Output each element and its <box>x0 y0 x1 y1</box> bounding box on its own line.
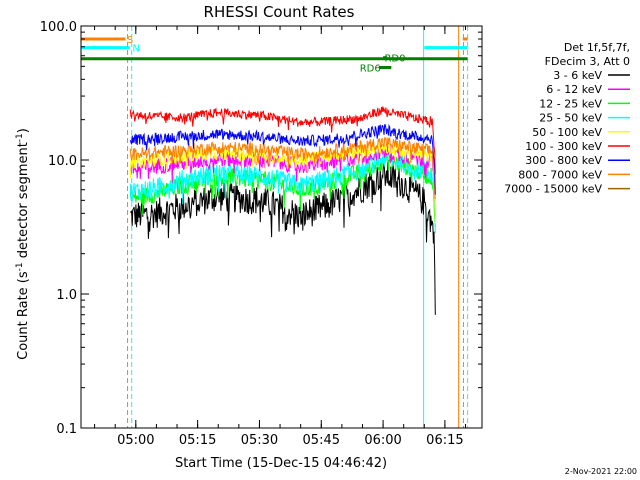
legend-entry-label: 800 - 7000 keV <box>518 168 602 181</box>
legend-header-line: FDecim 3, Att 0 <box>545 55 630 68</box>
legend-entry-label: 50 - 100 keV <box>532 126 602 139</box>
x-tick-label: 05:30 <box>241 433 278 448</box>
y-axis-label-part: detector segment <box>16 142 31 262</box>
legend-entry-label: 7000 - 15000 keV <box>504 183 602 196</box>
footer-timestamp: 2-Nov-2021 22:00 <box>565 467 637 476</box>
legend-entry-label: 6 - 12 keV <box>546 83 602 96</box>
legend-entry-label: 100 - 300 keV <box>525 140 602 153</box>
x-tick-label: 05:45 <box>303 433 340 448</box>
x-tick-label: 05:00 <box>117 433 154 448</box>
status-bar-label: RD0 <box>384 54 405 65</box>
y-axis-label-part: Count Rate (s <box>16 271 31 360</box>
legend-entry-label: 300 - 800 keV <box>525 154 602 167</box>
series-line <box>129 123 436 195</box>
legend-entry-label: 12 - 25 keV <box>539 97 602 110</box>
legend: Det 1f,5f,7f, FDecim 3, Att 0 3 - 6 keV6… <box>504 41 630 196</box>
y-axis-label-exponent: -1 <box>15 262 25 271</box>
status-bar-label: N <box>132 44 139 55</box>
axes: 0.1 1.0 10.0 100.0 05:00 05:15 05:30 05:45 06:00… <box>40 20 483 448</box>
x-axis-label: Start Time (15-Dec-15 04:46:42) <box>175 456 387 471</box>
legend-header-line: Det 1f,5f,7f, <box>564 41 630 54</box>
series-line <box>129 147 436 234</box>
legend-entry-label: 25 - 50 keV <box>539 112 602 125</box>
x-tick-label: 06:00 <box>364 433 401 448</box>
legend-entry-label: 3 - 6 keV <box>553 69 602 82</box>
y-tick-label: 1.0 <box>56 288 77 303</box>
y-axis-label-exponent: -1 <box>15 133 25 142</box>
y-tick-label: 100.0 <box>40 20 77 35</box>
y-tick-label: 0.1 <box>56 422 77 437</box>
x-tick-label: 05:15 <box>179 433 216 448</box>
status-bar-label: RD6 <box>360 64 381 75</box>
series-line <box>129 136 436 200</box>
x-tick-label: 06:15 <box>426 433 463 448</box>
plot-frame <box>80 25 483 429</box>
series-line <box>129 106 436 175</box>
y-axis-label-part: ) <box>16 128 31 133</box>
y-axis-label: Count Rate (s-1 detector segment-1) <box>15 128 31 360</box>
series-line <box>129 161 436 315</box>
chart-title: RHESSI Count Rates <box>204 3 355 21</box>
status-bar-label: S <box>127 35 133 46</box>
series-line <box>129 143 436 217</box>
y-tick-label: 10.0 <box>48 154 77 169</box>
